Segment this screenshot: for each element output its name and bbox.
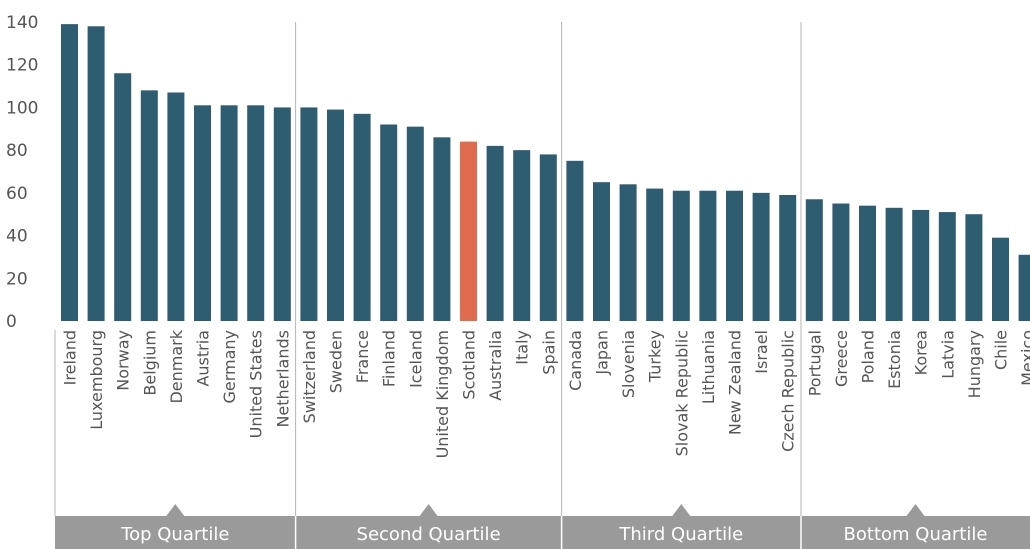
bar [114, 73, 132, 321]
category-label: Czech Republic [779, 330, 798, 452]
category-label: Denmark [167, 329, 186, 403]
category-label: Greece [832, 330, 851, 387]
category-labels: Ireland Luxembourg Norway Belgium Denmark Aus… [61, 329, 1030, 458]
bar [619, 184, 637, 321]
category-label: Belgium [140, 330, 159, 396]
category-label: Korea [912, 330, 931, 375]
bar [87, 26, 105, 322]
category-label: Turkey [646, 330, 665, 383]
y-tick-label: 80 [6, 141, 28, 161]
bar [938, 212, 956, 321]
category-label: Portugal [805, 330, 824, 396]
category-label: Latvia [938, 330, 957, 379]
bar [646, 188, 664, 321]
bar [779, 194, 797, 321]
bars [61, 24, 1030, 322]
bar [220, 105, 238, 322]
category-label: Japan [593, 330, 612, 376]
category-label: United Kingdom [433, 330, 452, 458]
category-label: Slovak Republic [672, 330, 691, 456]
y-tick-label: 60 [6, 184, 28, 204]
bar [486, 145, 504, 321]
bar [380, 124, 398, 321]
y-axis: 0 20 40 60 80 100 120 140 [6, 13, 38, 332]
bar [300, 107, 318, 321]
category-label: Luxembourg [87, 330, 106, 430]
bar [353, 113, 371, 321]
y-tick-label: 100 [6, 98, 38, 118]
category-label: Israel [752, 330, 771, 374]
category-label: Germany [220, 330, 239, 404]
bar [992, 237, 1009, 321]
bar [167, 92, 185, 321]
quartile-band-label: Second Quartile [357, 524, 501, 545]
bar [593, 182, 610, 321]
bar [805, 199, 823, 321]
bar [726, 190, 743, 321]
category-label: Italy [513, 330, 532, 365]
quartile-band-label: Bottom Quartile [844, 524, 988, 545]
bar [885, 207, 903, 321]
bar [832, 203, 850, 321]
bar [61, 24, 78, 322]
y-tick-label: 120 [6, 56, 38, 76]
bar [327, 109, 344, 321]
category-label: Chile [992, 330, 1011, 370]
category-label: Poland [859, 330, 878, 383]
bar [140, 90, 158, 321]
category-label: France [353, 330, 372, 383]
category-label: Iceland [406, 330, 425, 388]
bar [912, 209, 930, 321]
bar-highlight [460, 141, 477, 321]
quartile-band [801, 504, 1030, 549]
category-label: New Zealand [726, 330, 745, 435]
category-label: Spain [539, 330, 558, 375]
bar [1018, 254, 1030, 321]
bar [406, 126, 424, 322]
category-label: Austria [194, 330, 213, 387]
quartile-band-label: Third Quartile [618, 524, 743, 545]
bar [433, 137, 451, 321]
bar [672, 190, 690, 321]
y-tick-label: 20 [6, 269, 28, 289]
category-label: Sweden [327, 330, 346, 393]
quartile-dividers [54, 22, 802, 516]
quartile-band-label: Top Quartile [120, 524, 229, 545]
bar [699, 190, 717, 321]
category-label: Ireland [61, 330, 80, 385]
category-label: Hungary [965, 330, 984, 398]
category-label: Slovenia [619, 330, 638, 398]
quartile-bands: Top Quartile Second Quartile Third Quartil… [55, 504, 1030, 549]
category-label: Estonia [885, 330, 904, 389]
category-label: Lithuania [699, 330, 718, 404]
bar [194, 105, 211, 322]
category-label: Scotland [460, 330, 479, 400]
y-tick-label: 0 [6, 312, 17, 332]
category-label: Norway [114, 330, 133, 391]
quartile-band [295, 504, 562, 549]
bar [566, 160, 584, 321]
bar [247, 105, 265, 322]
category-label: United States [247, 330, 266, 438]
category-label: Australia [486, 330, 505, 401]
y-tick-label: 140 [6, 13, 38, 33]
y-tick-label: 40 [6, 227, 28, 247]
bar [273, 107, 291, 321]
bar [539, 154, 557, 321]
category-label: Mexico [1018, 330, 1030, 386]
quartile-band [55, 504, 296, 549]
category-label: Switzerland [300, 330, 319, 423]
category-label: Netherlands [273, 330, 292, 428]
category-label: Canada [566, 330, 585, 391]
bar [513, 150, 531, 321]
bar [859, 205, 876, 321]
bar [965, 214, 983, 321]
bar [752, 192, 770, 321]
quartile-band [561, 504, 801, 549]
category-label: Finland [380, 330, 399, 387]
